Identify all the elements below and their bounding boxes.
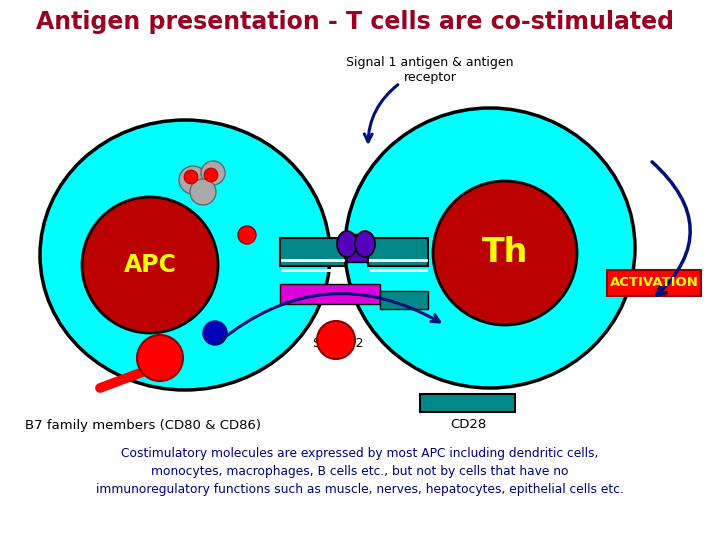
Ellipse shape xyxy=(337,231,357,257)
Text: Costimulatory molecules are expressed by most APC including dendritic cells,
mon: Costimulatory molecules are expressed by… xyxy=(96,448,624,496)
Ellipse shape xyxy=(355,231,375,257)
Circle shape xyxy=(137,335,183,381)
Circle shape xyxy=(203,321,227,345)
Circle shape xyxy=(317,321,355,359)
FancyArrowPatch shape xyxy=(364,85,398,142)
Circle shape xyxy=(201,161,225,185)
Circle shape xyxy=(82,197,218,333)
Text: Signal 1 antigen & antigen
receptor: Signal 1 antigen & antigen receptor xyxy=(346,56,514,84)
Circle shape xyxy=(238,226,256,244)
Bar xyxy=(280,238,345,266)
FancyBboxPatch shape xyxy=(607,270,701,296)
Ellipse shape xyxy=(40,120,330,390)
FancyArrowPatch shape xyxy=(652,162,690,295)
Circle shape xyxy=(179,166,207,194)
Circle shape xyxy=(190,179,216,205)
Text: Signal 2: Signal 2 xyxy=(312,336,364,349)
Text: B7 family members (CD80 & CD86): B7 family members (CD80 & CD86) xyxy=(25,418,261,431)
FancyArrowPatch shape xyxy=(217,294,440,343)
Text: CD28: CD28 xyxy=(450,418,486,431)
Bar xyxy=(347,234,367,262)
Text: Antigen presentation - T cells are co-stimulated: Antigen presentation - T cells are co-st… xyxy=(36,10,674,34)
Bar xyxy=(280,284,380,304)
Bar xyxy=(380,291,428,309)
Text: APC: APC xyxy=(124,253,176,277)
Circle shape xyxy=(184,170,198,184)
Circle shape xyxy=(433,181,577,325)
Text: ACTIVATION: ACTIVATION xyxy=(610,276,698,289)
Ellipse shape xyxy=(345,108,635,388)
Circle shape xyxy=(204,168,218,182)
Bar xyxy=(420,394,515,412)
Bar xyxy=(368,238,428,266)
Text: Th: Th xyxy=(482,237,528,269)
